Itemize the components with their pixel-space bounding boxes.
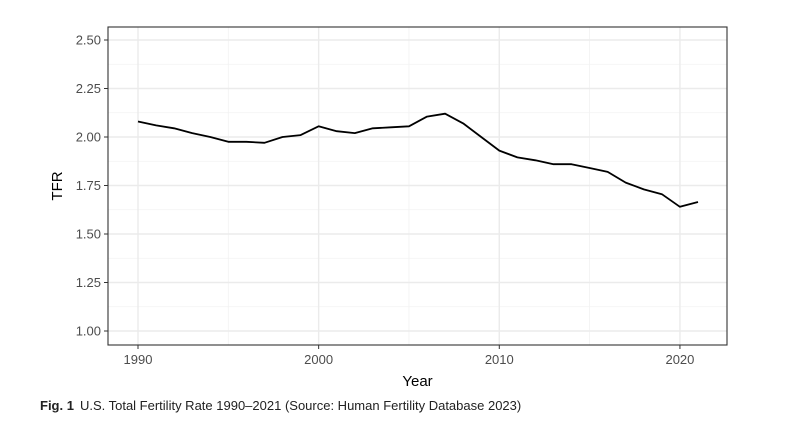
x-tick-label: 2000: [304, 352, 333, 367]
x-axis-title: Year: [402, 373, 432, 390]
x-tick-label: 2010: [485, 352, 514, 367]
figure-caption-text: U.S. Total Fertility Rate 1990–2021 (Sou…: [79, 398, 522, 413]
major-gridlines: [108, 27, 727, 345]
tfr-line-chart: 1.00 1.25 1.50 1.75 2.00 2.25 2.50 1990 2000 201…: [49, 26, 728, 390]
y-axis-title: TFR: [49, 171, 66, 200]
series-layer: [137, 112, 699, 208]
y-tick-label: 2.50: [76, 33, 101, 48]
axis-ticks: [104, 39, 681, 349]
y-tick-label: 1.75: [76, 178, 101, 193]
x-tick-label: 2020: [665, 352, 694, 367]
figure-label: Fig. 1: [40, 398, 74, 413]
y-tick-label: 2.25: [76, 81, 101, 96]
y-tick-label: 2.00: [76, 130, 101, 145]
y-tick-label: 1.50: [76, 227, 101, 242]
series-line-0: [137, 112, 699, 208]
y-axis-tick-labels: 1.00 1.25 1.50 1.75 2.00 2.25 2.50: [76, 33, 101, 339]
y-tick-label: 1.00: [76, 324, 101, 339]
x-tick-label: 1990: [124, 352, 153, 367]
x-axis-tick-labels: 1990 2000 2010 2020: [124, 352, 695, 367]
y-tick-label: 1.25: [76, 275, 101, 290]
figure-caption: Fig. 1 U.S. Total Fertility Rate 1990–202…: [40, 398, 521, 413]
